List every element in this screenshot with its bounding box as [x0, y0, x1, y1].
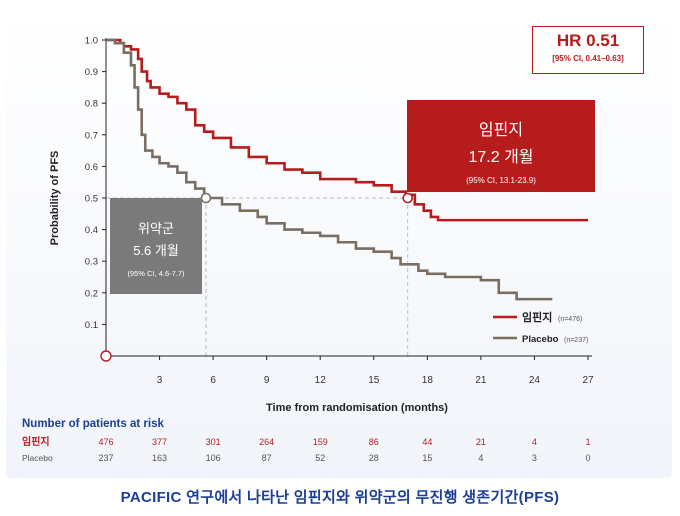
imfinzi-median-callout: 임핀지 17.2 개월 (95% CI, 13.1-23.9) — [407, 100, 595, 192]
median-marker-imfinzi — [402, 192, 413, 204]
y-tick-label: 0.2 — [85, 288, 98, 299]
x-tick-label: 21 — [475, 375, 487, 386]
x-tick-label: 18 — [422, 375, 434, 386]
legend-label: 임핀지 — [522, 310, 552, 324]
placebo-callout-median: 5.6 개월 — [133, 243, 179, 258]
risk-value: 264 — [259, 437, 274, 447]
y-tick-label: 0.7 — [85, 130, 98, 141]
hazard-ratio-value: HR 0.51 — [556, 31, 620, 50]
km-line-imfinzi — [106, 38, 588, 222]
x-tick-label: 27 — [582, 375, 594, 386]
risk-value: 87 — [262, 453, 272, 463]
risk-row-label: 임핀지 — [22, 435, 50, 448]
risk-value: 28 — [369, 453, 379, 463]
risk-value: 159 — [313, 437, 328, 447]
x-tick-label: 9 — [264, 375, 270, 386]
origin-marker — [100, 350, 112, 362]
risk-value: 377 — [152, 437, 167, 447]
legend-n: (n=476) — [558, 316, 582, 323]
risk-value: 44 — [422, 437, 432, 447]
legend-label: Placebo — [522, 334, 559, 345]
risk-value: 301 — [206, 437, 221, 447]
y-tick-label: 0.4 — [85, 225, 98, 236]
y-tick-label: 0.3 — [85, 257, 98, 268]
risk-value: 15 — [422, 453, 432, 463]
km-line-placebo — [106, 38, 553, 301]
y-tick-label: 0.6 — [85, 162, 98, 173]
median-marker-placebo — [200, 192, 212, 204]
risk-value: 237 — [98, 453, 113, 463]
risk-value: 52 — [315, 453, 325, 463]
placebo-callout-name: 위약군 — [138, 221, 174, 236]
risk-value: 21 — [476, 437, 486, 447]
figure-caption: PACIFIC 연구에서 나타난 임핀지와 위약군의 무진행 생존기간(PFS) — [120, 489, 560, 506]
imfinzi-callout-median: 17.2 개월 — [468, 149, 534, 166]
hazard-ratio-box: HR 0.51 [95% CI, 0.41–0.63] — [532, 26, 644, 74]
risk-value: 476 — [98, 437, 113, 447]
imfinzi-callout-ci: (95% CI, 13.1-23.9) — [466, 176, 536, 185]
placebo-median-callout: 위약군 5.6 개월 (95% CI, 4.6-7.7) — [110, 198, 202, 294]
y-tick-label: 0.8 — [85, 99, 98, 110]
risk-table-title: Number of patients at risk — [22, 418, 164, 430]
x-axis-title: Time from randomisation (months) — [266, 402, 448, 414]
legend-n: (n=237) — [564, 337, 588, 344]
imfinzi-callout-name: 임핀지 — [478, 122, 524, 139]
risk-value: 106 — [206, 453, 221, 463]
risk-value: 163 — [152, 453, 167, 463]
y-tick-label: 1.0 — [85, 36, 98, 47]
risk-value: 1 — [585, 437, 590, 447]
km-chart: 0.1 0.2 0.3 0.4 0.5 0.6 0.7 0.8 0.9 1.0 3 6 9 12 15 18 2… — [22, 36, 594, 464]
risk-value: 3 — [532, 453, 537, 463]
x-tick-label: 24 — [529, 375, 541, 386]
x-tick-label: 6 — [210, 375, 216, 386]
y-tick-label: 0.9 — [85, 67, 98, 78]
x-tick-label: 3 — [157, 375, 163, 386]
x-tick-label: 15 — [368, 375, 380, 386]
hazard-ratio-ci: [95% CI, 0.41–0.63] — [552, 54, 624, 63]
y-tick-label: 0.5 — [85, 194, 98, 205]
y-axis-title: Probability of PFS — [49, 151, 61, 246]
y-tick-label: 0.1 — [85, 320, 98, 331]
risk-value: 86 — [369, 437, 379, 447]
risk-value: 4 — [478, 453, 483, 463]
risk-value: 0 — [585, 453, 590, 463]
placebo-callout-ci: (95% CI, 4.6-7.7) — [127, 269, 185, 278]
risk-row-label: Placebo — [22, 453, 53, 463]
risk-value: 4 — [532, 437, 537, 447]
x-tick-label: 12 — [315, 375, 327, 386]
